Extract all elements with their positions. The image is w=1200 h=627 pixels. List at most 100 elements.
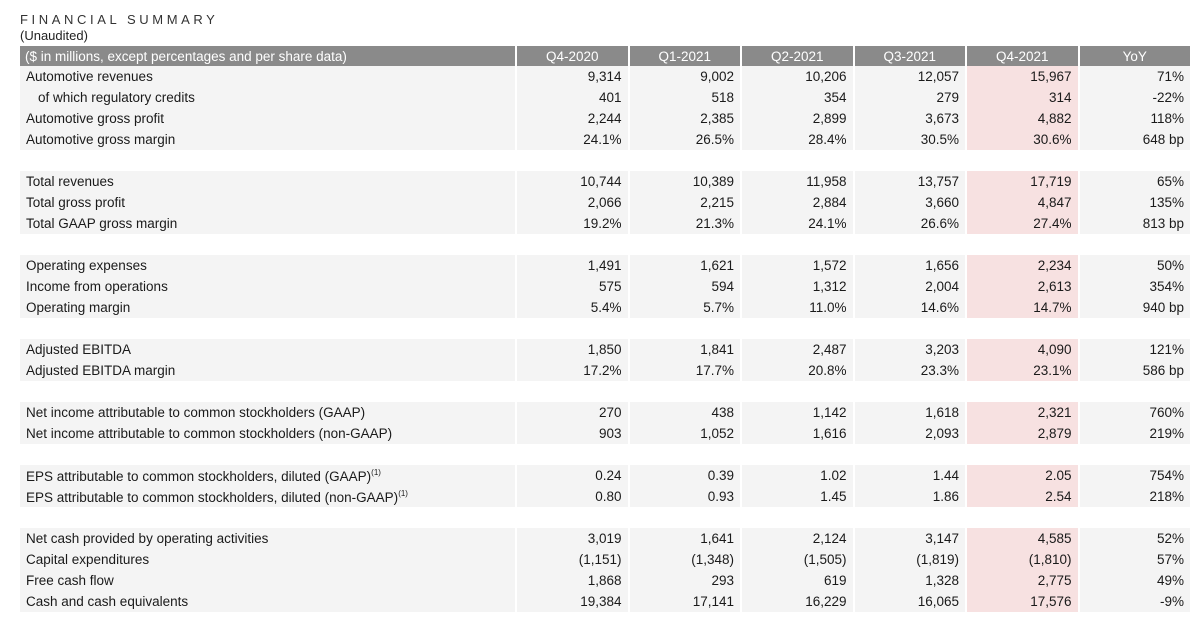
row-label: Operating expenses bbox=[20, 255, 515, 276]
table-cell: 2,487 bbox=[740, 339, 853, 360]
table-cell: 27.4% bbox=[965, 213, 1078, 234]
table-cell: 354 bbox=[740, 87, 853, 108]
table-cell: 23.3% bbox=[852, 360, 965, 381]
table-cell: 14.6% bbox=[852, 297, 965, 318]
table-cell: 586 bp bbox=[1077, 360, 1190, 381]
table-cell: (1,348) bbox=[627, 549, 740, 570]
spacer-cell bbox=[20, 507, 1190, 528]
table-cell: 3,673 bbox=[852, 108, 965, 129]
table-cell: 28.4% bbox=[740, 129, 853, 150]
column-header: Q4-2020 bbox=[515, 46, 628, 66]
row-label-text: of which regulatory credits bbox=[38, 90, 195, 105]
row-label: EPS attributable to common stockholders,… bbox=[20, 486, 515, 507]
table-cell: 17,576 bbox=[965, 591, 1078, 612]
spacer-row bbox=[20, 318, 1190, 339]
table-cell: 1,656 bbox=[852, 255, 965, 276]
table-cell: 2,004 bbox=[852, 276, 965, 297]
table-cell: 24.1% bbox=[515, 129, 628, 150]
table-cell: 13,757 bbox=[852, 171, 965, 192]
row-label-text: Total GAAP gross margin bbox=[26, 216, 178, 231]
table-cell: 30.6% bbox=[965, 129, 1078, 150]
table-cell: 52% bbox=[1077, 528, 1190, 549]
table-row: of which regulatory credits 401 518 354 279 3… bbox=[20, 87, 1190, 108]
table-row: EPS attributable to common stockholders,… bbox=[20, 465, 1190, 486]
table-cell: 49% bbox=[1077, 570, 1190, 591]
table-cell: 19.2% bbox=[515, 213, 628, 234]
column-header: Q1-2021 bbox=[627, 46, 740, 66]
table-cell: 940 bp bbox=[1077, 297, 1190, 318]
spacer-cell bbox=[20, 150, 1190, 171]
footnote-marker: (1) bbox=[398, 488, 408, 498]
row-label-text: Automotive gross profit bbox=[26, 111, 165, 126]
table-cell: (1,505) bbox=[740, 549, 853, 570]
row-label-text: Free cash flow bbox=[26, 573, 114, 588]
header-label: ($ in millions, except percentages and p… bbox=[20, 46, 515, 66]
table-cell: 17.2% bbox=[515, 360, 628, 381]
row-label-text: EPS attributable to common stockholders,… bbox=[26, 468, 372, 484]
table-cell: 20.8% bbox=[740, 360, 853, 381]
table-cell: 23.1% bbox=[965, 360, 1078, 381]
table-cell: 0.80 bbox=[515, 486, 628, 507]
table-cell: 0.24 bbox=[515, 465, 628, 486]
table-cell: 2,234 bbox=[965, 255, 1078, 276]
table-cell: 1,491 bbox=[515, 255, 628, 276]
report-subtitle: (Unaudited) bbox=[20, 28, 88, 43]
row-label: Income from operations bbox=[20, 276, 515, 297]
table-row: Operating margin 5.4% 5.7% 11.0% 14.6% 14.7% 9… bbox=[20, 297, 1190, 318]
row-label-text: Total revenues bbox=[26, 174, 114, 189]
table-cell: 2,093 bbox=[852, 423, 965, 444]
table-row: Net income attributable to common stockh… bbox=[20, 423, 1190, 444]
table-row: Automotive gross profit 2,244 2,385 2,899 3,… bbox=[20, 108, 1190, 129]
table-cell: 65% bbox=[1077, 171, 1190, 192]
table-row: Cash and cash equivalents 19,384 17,141 16,… bbox=[20, 591, 1190, 612]
table-cell: 3,147 bbox=[852, 528, 965, 549]
table-cell: 2,899 bbox=[740, 108, 853, 129]
table-cell: 619 bbox=[740, 570, 853, 591]
table-cell: 4,847 bbox=[965, 192, 1078, 213]
row-label-text: Total gross profit bbox=[26, 195, 126, 210]
table-cell: 1,850 bbox=[515, 339, 628, 360]
table-cell: (1,151) bbox=[515, 549, 628, 570]
table-cell: 21.3% bbox=[627, 213, 740, 234]
row-label-text: Operating expenses bbox=[26, 258, 147, 273]
table-cell: 4,585 bbox=[965, 528, 1078, 549]
row-label: Total GAAP gross margin bbox=[20, 213, 515, 234]
table-cell: 903 bbox=[515, 423, 628, 444]
table-cell: 9,314 bbox=[515, 66, 628, 87]
row-label: Operating margin bbox=[20, 297, 515, 318]
table-cell: 518 bbox=[627, 87, 740, 108]
table-cell: 401 bbox=[515, 87, 628, 108]
column-header: Q3-2021 bbox=[852, 46, 965, 66]
table-cell: 4,882 bbox=[965, 108, 1078, 129]
table-cell: 1,572 bbox=[740, 255, 853, 276]
table-cell: 10,744 bbox=[515, 171, 628, 192]
table-cell: 2.54 bbox=[965, 486, 1078, 507]
row-label-text: Adjusted EBITDA margin bbox=[26, 363, 176, 378]
table-cell: 10,206 bbox=[740, 66, 853, 87]
table-cell: 3,203 bbox=[852, 339, 965, 360]
table-cell: 71% bbox=[1077, 66, 1190, 87]
table-cell: 26.5% bbox=[627, 129, 740, 150]
row-label: Automotive gross profit bbox=[20, 108, 515, 129]
table-row: Net income attributable to common stockh… bbox=[20, 402, 1190, 423]
table-cell: 121% bbox=[1077, 339, 1190, 360]
table-cell: 1,868 bbox=[515, 570, 628, 591]
table-cell: 218% bbox=[1077, 486, 1190, 507]
table-cell: 14.7% bbox=[965, 297, 1078, 318]
table-cell: 1,641 bbox=[627, 528, 740, 549]
table-cell: 0.39 bbox=[627, 465, 740, 486]
table-cell: 279 bbox=[852, 87, 965, 108]
table-cell: 2.05 bbox=[965, 465, 1078, 486]
row-label: Adjusted EBITDA margin bbox=[20, 360, 515, 381]
table-cell: 30.5% bbox=[852, 129, 965, 150]
table-row: Capital expenditures (1,151) (1,348) (1,505… bbox=[20, 549, 1190, 570]
financial-summary-table: ($ in millions, except percentages and p… bbox=[20, 46, 1190, 612]
table-cell: 219% bbox=[1077, 423, 1190, 444]
column-header: Q2-2021 bbox=[740, 46, 853, 66]
table-row: Income from operations 575 594 1,312 2,004 2,… bbox=[20, 276, 1190, 297]
row-label: Net cash provided by operating activitie… bbox=[20, 528, 515, 549]
table-cell: 50% bbox=[1077, 255, 1190, 276]
table-cell: 1,616 bbox=[740, 423, 853, 444]
table-cell: 19,384 bbox=[515, 591, 628, 612]
table-cell: 135% bbox=[1077, 192, 1190, 213]
